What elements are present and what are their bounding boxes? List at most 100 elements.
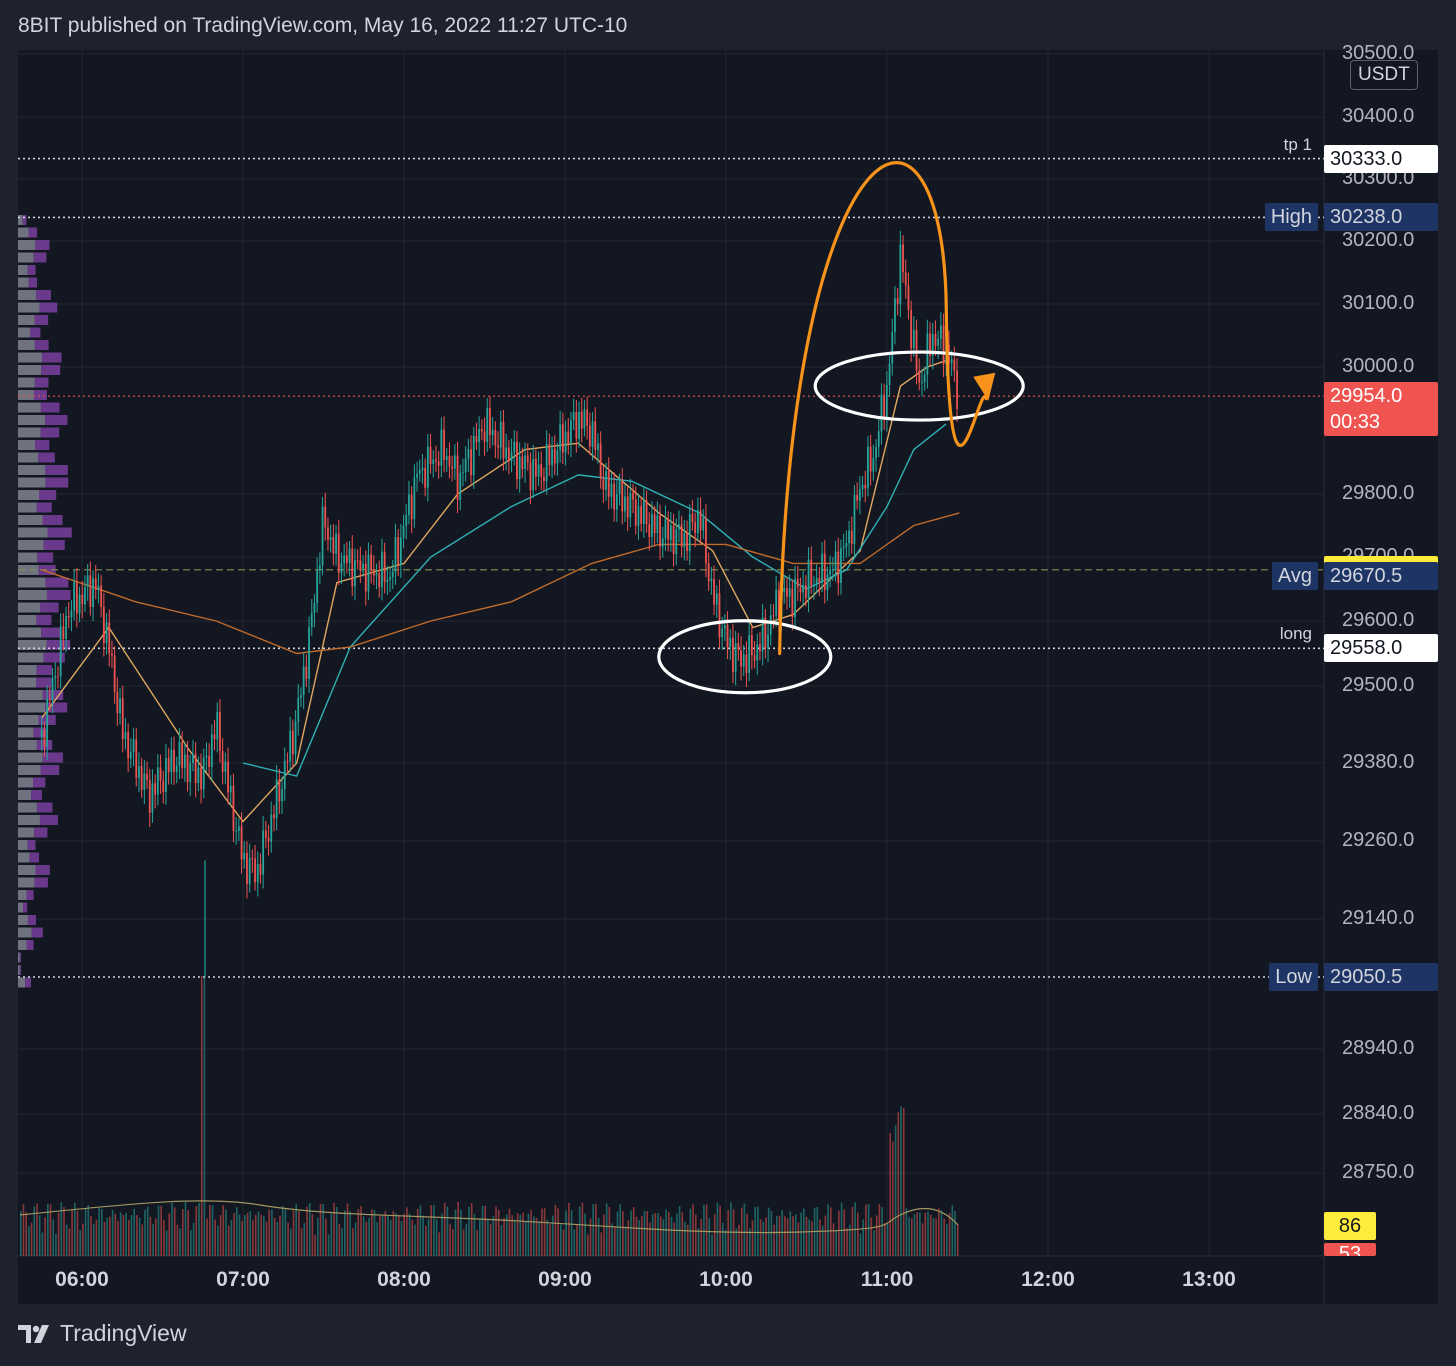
volume-profile-down [43, 540, 65, 550]
volume-bar [360, 1205, 362, 1256]
candle-body [394, 537, 397, 573]
volume-profile-down [45, 702, 68, 713]
volume-bar [295, 1203, 297, 1256]
volume-profile-down [30, 327, 41, 338]
candle-body [810, 559, 813, 586]
volume-bar [627, 1220, 630, 1256]
volume-bar [322, 1204, 324, 1256]
volume-bar [570, 1210, 573, 1256]
candle-body [807, 559, 810, 599]
candle-body [275, 779, 278, 819]
volume-bar [319, 1203, 322, 1256]
volume-bar [92, 1223, 95, 1256]
volume-bar [87, 1205, 90, 1256]
volume-bar [535, 1217, 538, 1256]
volume-profile-up [18, 490, 40, 500]
volume-bar [584, 1213, 586, 1256]
level-price-tag: 30238.0 [1324, 203, 1438, 232]
y-tick-label: 30000.0 [1342, 355, 1415, 377]
volume-bar [921, 1223, 924, 1256]
volume-bar [95, 1219, 98, 1256]
volume-bar [738, 1224, 740, 1256]
volume-bar [333, 1202, 335, 1256]
volume-bar [662, 1219, 665, 1256]
candle-body [510, 452, 513, 462]
volume-bar [416, 1208, 419, 1256]
volume-bar [106, 1217, 108, 1256]
candle-body [351, 548, 354, 587]
volume-bar [913, 1214, 916, 1256]
volume-bar [325, 1218, 327, 1256]
candle-body [769, 615, 772, 635]
volume-profile-up [18, 215, 23, 225]
candle-body [840, 548, 842, 583]
volume-bar [511, 1215, 513, 1256]
candle-body [186, 754, 189, 783]
volume-bar [392, 1210, 395, 1256]
volume-profile-down [27, 265, 36, 275]
volume-bar [538, 1221, 540, 1256]
volume-bar [492, 1216, 495, 1256]
y-tick-label: 30400.0 [1342, 105, 1415, 127]
volume-profile-down [41, 365, 61, 375]
candle-body [313, 603, 316, 614]
volume-bar [63, 1207, 65, 1256]
volume-bar [354, 1222, 357, 1256]
volume-bar [468, 1206, 470, 1256]
volume-profile-down [33, 390, 47, 400]
volume-bar [873, 1230, 875, 1256]
volume-profile-up [18, 602, 41, 613]
volume-profile-down [43, 652, 65, 663]
volume-bar [260, 1214, 262, 1256]
volume-bar [484, 1205, 486, 1256]
candle-body [262, 830, 265, 875]
volume-bar [746, 1213, 748, 1256]
volume-bar [851, 1206, 854, 1256]
volume-bar [398, 1214, 400, 1256]
volume-profile-up [18, 277, 29, 288]
candle-body [534, 458, 537, 477]
volume-bar [878, 1204, 881, 1256]
footer-brand: TradingView [60, 1320, 187, 1346]
volume-bar [254, 1214, 257, 1256]
candle-body [67, 616, 70, 618]
candle-body [151, 783, 154, 813]
candle-body [875, 447, 877, 459]
y-tick-label: 30500.0 [1342, 42, 1415, 64]
volume-bar [522, 1212, 524, 1256]
candle-body [418, 469, 421, 474]
volume-tag: 86 [1324, 1212, 1376, 1240]
volume-profile-up [18, 952, 20, 963]
volume-bar [578, 1206, 581, 1256]
volume-bar [176, 1224, 179, 1256]
volume-bar [211, 1205, 214, 1256]
volume-profile-up [18, 452, 39, 463]
x-axis-background [18, 1256, 1324, 1304]
volume-bar [460, 1209, 462, 1256]
candle-body [912, 329, 915, 349]
candle-body [445, 456, 448, 460]
x-tick-label: 13:00 [1182, 1268, 1236, 1291]
volume-profile-down [23, 902, 28, 913]
volume-profile-down [37, 552, 54, 563]
volume-profile-up [18, 502, 37, 513]
volume-profile-down [34, 377, 49, 388]
volume-bar [919, 1212, 921, 1256]
volume-profile-down [45, 415, 68, 425]
volume-profile-up [18, 465, 46, 475]
candle-body [497, 445, 499, 448]
volume-bar [651, 1214, 654, 1256]
volume-bar [446, 1206, 449, 1256]
volume-profile-down [46, 640, 71, 650]
volume-profile-up [18, 665, 37, 675]
highlight-ellipse [813, 350, 1025, 422]
volume-bar [349, 1211, 351, 1256]
volume-profile-down [34, 340, 49, 350]
volume-profile-up [18, 902, 24, 913]
volume-bar [819, 1219, 821, 1256]
candle-body [478, 428, 481, 443]
currency-unit[interactable]: USDT [1350, 60, 1418, 90]
volume-bar [916, 1212, 918, 1256]
candle-body [818, 578, 821, 583]
